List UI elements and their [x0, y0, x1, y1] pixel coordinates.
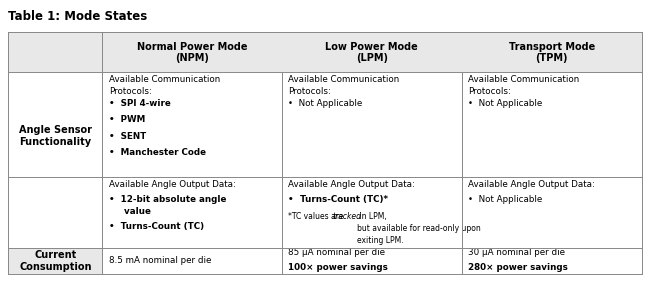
Text: Available Angle Output Data:: Available Angle Output Data:	[289, 180, 415, 189]
Text: Transport Mode
(TPM): Transport Mode (TPM)	[508, 41, 595, 63]
Bar	[462, 32, 642, 72]
Text: Current
Consumption: Current Consumption	[19, 250, 92, 272]
Bar	[8, 72, 102, 177]
Text: •: •	[289, 195, 300, 204]
Bar	[462, 177, 642, 248]
Text: •  SPI 4-wire: • SPI 4-wire	[109, 99, 170, 108]
Text: Available Angle Output Data:: Available Angle Output Data:	[109, 180, 235, 189]
Text: tracked: tracked	[333, 212, 361, 221]
Text: Angle Sensor
Functionality: Angle Sensor Functionality	[19, 125, 92, 147]
Bar	[462, 72, 642, 177]
Text: 30 μA nominal per die: 30 μA nominal per die	[468, 248, 566, 257]
Text: •  12-bit absolute angle
     value: • 12-bit absolute angle value	[109, 195, 226, 216]
Text: Normal Power Mode
(NPM): Normal Power Mode (NPM)	[136, 41, 247, 63]
Text: •  SENT: • SENT	[109, 132, 146, 141]
Text: Low Power Mode
(LPM): Low Power Mode (LPM)	[326, 41, 418, 63]
Text: Available Communication
Protocols:: Available Communication Protocols:	[109, 75, 220, 96]
Bar	[282, 32, 462, 72]
Text: •  PWM: • PWM	[109, 115, 145, 124]
Text: •  Manchester Code: • Manchester Code	[109, 148, 205, 157]
Text: •  Not Applicable: • Not Applicable	[289, 99, 363, 108]
Bar	[282, 72, 462, 177]
Text: *TC values are: *TC values are	[289, 212, 346, 221]
Text: Turns-Count (TC)*: Turns-Count (TC)*	[300, 195, 388, 204]
Text: 280× power savings: 280× power savings	[468, 263, 568, 272]
Bar	[282, 248, 462, 274]
Bar	[282, 177, 462, 248]
Text: Available Communication
Protocols:: Available Communication Protocols:	[289, 75, 400, 96]
Bar	[102, 72, 282, 177]
Bar	[8, 248, 102, 274]
Text: 100× power savings: 100× power savings	[289, 263, 388, 272]
Text: •  Turns-Count (TC): • Turns-Count (TC)	[109, 222, 203, 231]
Bar	[102, 248, 282, 274]
Text: Available Angle Output Data:: Available Angle Output Data:	[468, 180, 595, 189]
Bar	[8, 177, 102, 248]
Text: in LPM,
but available for read-only upon
exiting LPM.: in LPM, but available for read-only upon…	[357, 212, 480, 245]
Bar	[462, 248, 642, 274]
Text: •  Not Applicable: • Not Applicable	[468, 99, 543, 108]
Text: •  Not Applicable: • Not Applicable	[468, 195, 543, 204]
Text: 85 μA nominal per die: 85 μA nominal per die	[289, 248, 385, 257]
Bar	[102, 32, 282, 72]
Text: Table 1: Mode States: Table 1: Mode States	[8, 10, 148, 23]
Text: 8.5 mA nominal per die: 8.5 mA nominal per die	[109, 256, 211, 265]
Bar	[8, 32, 102, 72]
Text: Available Communication
Protocols:: Available Communication Protocols:	[468, 75, 580, 96]
Bar	[102, 177, 282, 248]
